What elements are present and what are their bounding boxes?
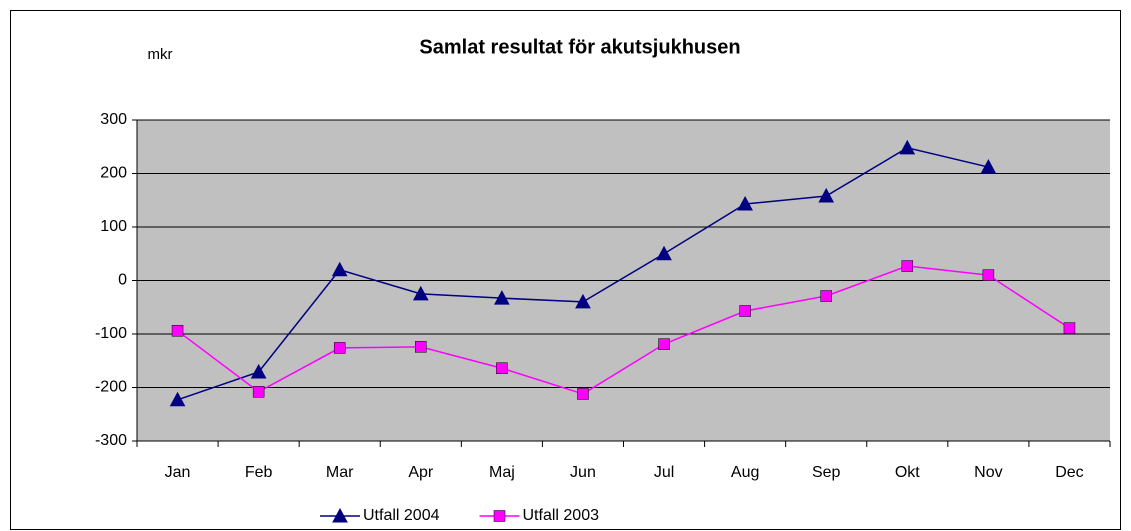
- marker: [494, 290, 510, 305]
- x-tick-label: Okt: [895, 464, 920, 481]
- y-axis-label: mkr: [148, 46, 173, 63]
- x-tick-label: Jul: [654, 464, 674, 481]
- x-tick-label: Nov: [974, 464, 1002, 481]
- y-tick-label: -100: [95, 325, 127, 342]
- marker: [252, 386, 265, 398]
- marker: [575, 293, 591, 309]
- marker: [332, 507, 348, 523]
- marker: [171, 325, 184, 337]
- y-tick-label: 0: [118, 272, 127, 289]
- x-tick-label: Maj: [489, 464, 515, 481]
- marker: [1063, 322, 1076, 334]
- marker: [899, 139, 916, 155]
- y-tick-label: 100: [100, 218, 127, 235]
- marker: [820, 290, 832, 302]
- x-tick-label: Apr: [408, 464, 434, 481]
- x-tick-label: Jun: [570, 464, 596, 481]
- y-tick-label: -300: [95, 432, 127, 449]
- marker: [493, 510, 506, 522]
- x-tick-label: Aug: [731, 464, 759, 481]
- legend-label: Utfall 2003: [523, 507, 600, 524]
- marker: [901, 260, 914, 272]
- marker: [656, 245, 672, 261]
- chart-title: Samlat resultat för akutsjukhusen: [419, 36, 740, 58]
- marker: [169, 391, 186, 407]
- marker: [739, 305, 751, 317]
- x-tick-label: Dec: [1055, 464, 1083, 481]
- x-tick-label: Feb: [245, 464, 273, 481]
- marker: [415, 341, 427, 353]
- x-tick-label: Mar: [326, 464, 354, 481]
- x-tick-label: Sep: [812, 464, 841, 481]
- marker: [982, 269, 995, 281]
- marker: [496, 362, 508, 374]
- y-tick-label: -200: [95, 379, 127, 396]
- marker: [250, 363, 267, 379]
- y-tick-label: 300: [100, 111, 127, 128]
- legend-label: Utfall 2004: [363, 507, 440, 524]
- series-line: [177, 265, 1070, 395]
- marker: [658, 338, 670, 350]
- marker: [412, 285, 429, 301]
- marker: [737, 195, 753, 211]
- marker: [818, 187, 835, 203]
- marker: [980, 159, 997, 174]
- marker: [577, 388, 589, 400]
- y-tick-label: 200: [100, 165, 127, 182]
- x-tick-label: Jan: [165, 464, 191, 481]
- marker: [331, 261, 348, 277]
- marker: [333, 342, 346, 354]
